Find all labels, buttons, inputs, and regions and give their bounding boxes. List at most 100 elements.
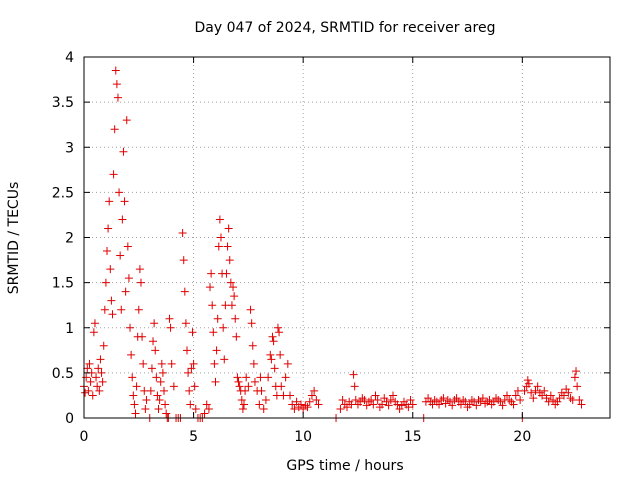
data-point (130, 400, 139, 409)
data-point (481, 399, 490, 408)
data-point (98, 377, 107, 386)
data-point (235, 382, 244, 391)
data-point (275, 328, 284, 337)
data-point (111, 66, 120, 75)
data-point (424, 394, 433, 403)
data-point (540, 386, 549, 395)
data-point (147, 364, 156, 373)
data-point (107, 296, 116, 305)
data-point (439, 394, 448, 403)
data-point (247, 319, 256, 328)
data-point (112, 80, 121, 89)
data-point (459, 395, 468, 404)
data-point (200, 409, 209, 418)
data-point (239, 400, 248, 409)
data-point (146, 386, 155, 395)
data-point (393, 400, 402, 409)
data-point (208, 301, 217, 310)
data-point (292, 397, 301, 406)
data-point (531, 386, 540, 395)
data-point (389, 391, 398, 400)
data-point (573, 382, 582, 391)
data-point (441, 399, 450, 408)
data-point (485, 395, 494, 404)
data-point (527, 388, 536, 397)
data-point (259, 404, 268, 413)
data-point (90, 319, 99, 328)
data-point (546, 391, 555, 400)
x-tick-label: 0 (80, 429, 89, 445)
data-point (108, 310, 117, 319)
data-point (185, 386, 194, 395)
data-point (358, 394, 367, 403)
data-point (119, 147, 128, 156)
data-point (213, 314, 222, 323)
data-point (113, 93, 122, 102)
data-point (211, 377, 220, 386)
data-point (362, 401, 371, 410)
data-point (158, 368, 167, 377)
data-point (142, 395, 151, 404)
x-tick-labels: 0 5 10 15 20 (80, 429, 532, 445)
y-tick-label: 0.5 (52, 366, 74, 382)
data-point (267, 355, 276, 364)
data-point (103, 247, 112, 256)
data-point (524, 379, 533, 388)
data-point (124, 274, 133, 283)
data-point (105, 197, 114, 206)
data-point (121, 287, 130, 296)
data-point (156, 377, 165, 386)
data-point (461, 397, 470, 406)
data-point (230, 292, 239, 301)
data-point (134, 305, 143, 314)
data-point (118, 215, 127, 224)
data-point (159, 386, 168, 395)
data-point (237, 395, 246, 404)
data-point (186, 400, 195, 409)
data-point (202, 400, 211, 409)
data-point (386, 395, 395, 404)
data-point (456, 400, 465, 409)
data-point (88, 391, 97, 400)
data-point (269, 337, 278, 346)
data-point (256, 373, 265, 382)
data-point (212, 346, 221, 355)
data-point (120, 197, 129, 206)
data-point (452, 394, 461, 403)
data-point (575, 395, 584, 404)
data-point (150, 319, 159, 328)
data-point (161, 400, 170, 409)
data-point (99, 341, 108, 350)
data-point (115, 188, 124, 197)
data-point (549, 395, 558, 404)
data-point (225, 256, 234, 265)
data-point (305, 397, 314, 406)
x-tick-label: 5 (189, 429, 198, 445)
data-point (312, 395, 321, 404)
data-point (141, 404, 150, 413)
data-point (82, 373, 91, 382)
data-point (154, 404, 163, 413)
data-point (165, 314, 174, 323)
data-point (136, 278, 145, 287)
data-point (301, 401, 310, 410)
y-tick-label: 3.5 (52, 95, 74, 111)
data-point (349, 370, 358, 379)
data-point (261, 395, 270, 404)
data-point (336, 404, 345, 413)
data-point (101, 278, 110, 287)
data-point (310, 386, 319, 395)
data-point (94, 364, 103, 373)
data-point (241, 386, 250, 395)
data-point (446, 397, 455, 406)
data-point (299, 404, 308, 413)
y-tick-label: 2.5 (52, 185, 74, 201)
data-point (179, 256, 188, 265)
y-axis-label: SRMTID / TECUs (6, 182, 22, 295)
chart-title: Day 047 of 2024, SRMTID for receiver are… (195, 20, 496, 36)
data-point (397, 401, 406, 410)
data-point (276, 350, 285, 359)
data-point (435, 400, 444, 409)
data-point (369, 400, 378, 409)
data-point (223, 242, 232, 251)
